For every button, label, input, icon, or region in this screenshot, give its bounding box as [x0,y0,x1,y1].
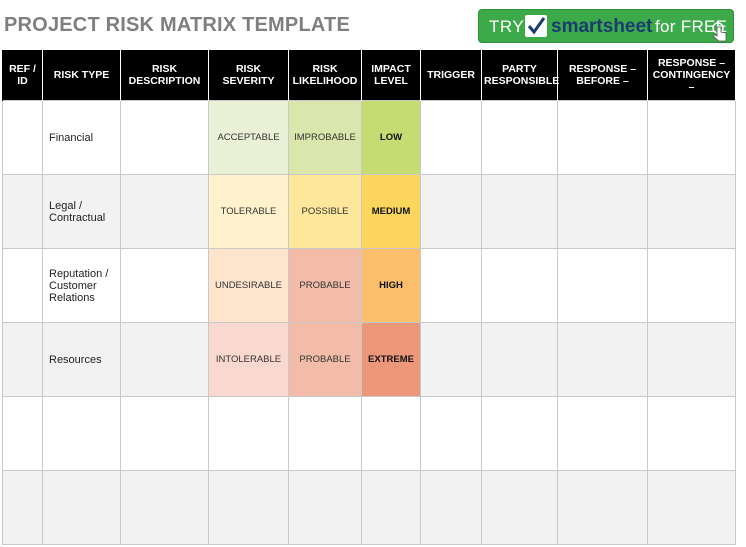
risk-severity-cell[interactable] [208,396,289,471]
party-responsible-cell[interactable] [481,248,558,323]
response-before-cell[interactable] [557,100,648,175]
page-title: PROJECT RISK MATRIX TEMPLATE [4,14,350,36]
party-responsible-cell[interactable] [481,100,558,175]
risk-type-cell[interactable]: Financial [42,100,121,175]
header-risk-type: RISK TYPE [42,50,121,101]
try-smartsheet-button[interactable]: TRY smartsheet for FREE [478,9,734,43]
header-response-before: RESPONSE – BEFORE – [557,50,648,101]
risk-type-cell[interactable]: Legal / Contractual [42,174,121,249]
header-party-responsible: PARTY RESPONSIBLE [481,50,559,101]
response-contingency-cell[interactable] [647,322,736,397]
table-row: Reputation / Customer Relations UNDESIRA… [2,248,736,323]
risk-likelihood-cell[interactable] [288,396,362,471]
risk-type-cell[interactable]: Resources [42,322,121,397]
trigger-cell[interactable] [420,174,482,249]
risk-type-cell[interactable] [42,470,121,545]
response-contingency-cell[interactable] [647,248,736,323]
table-row: Resources INTOLERABLE PROBABLE EXTREME [2,322,736,397]
party-responsible-cell[interactable] [481,174,558,249]
response-before-cell[interactable] [557,470,648,545]
trigger-cell[interactable] [420,248,482,323]
party-responsible-cell[interactable] [481,470,558,545]
ref-id-cell[interactable] [2,100,43,175]
risk-type-cell[interactable]: Reputation / Customer Relations [42,248,121,323]
response-contingency-cell[interactable] [647,396,736,471]
risk-description-cell[interactable] [120,322,209,397]
header-impact-level: IMPACT LEVEL [361,50,421,101]
header-risk-likelihood: RISK LIKELIHOOD [288,50,362,101]
ref-id-cell[interactable] [2,470,43,545]
cta-try-label: TRY [489,17,525,36]
header-risk-severity: RISK SEVERITY [208,50,289,101]
risk-severity-cell[interactable]: UNDESIRABLE [208,248,289,323]
response-contingency-cell[interactable] [647,174,736,249]
response-before-cell[interactable] [557,396,648,471]
response-before-cell[interactable] [557,248,648,323]
impact-level-cell[interactable] [361,470,421,545]
cta-brand-label: smartsheet [551,16,653,37]
risk-type-cell[interactable] [42,396,121,471]
header-ref-id: REF / ID [2,50,43,101]
risk-description-cell[interactable] [120,470,209,545]
table-row [2,396,736,471]
impact-level-cell[interactable]: MEDIUM [361,174,421,249]
trigger-cell[interactable] [420,396,482,471]
risk-description-cell[interactable] [120,396,209,471]
ref-id-cell[interactable] [2,248,43,323]
risk-severity-cell[interactable]: TOLERABLE [208,174,289,249]
risk-likelihood-cell[interactable]: PROBABLE [288,322,362,397]
impact-level-cell[interactable]: HIGH [361,248,421,323]
impact-level-cell[interactable]: EXTREME [361,322,421,397]
table-row: Financial ACCEPTABLE IMPROBABLE LOW [2,100,736,175]
header-trigger: TRIGGER [420,50,482,101]
table-row: Legal / Contractual TOLERABLE POSSIBLE M… [2,174,736,249]
response-before-cell[interactable] [557,174,648,249]
ref-id-cell[interactable] [2,396,43,471]
risk-description-cell[interactable] [120,174,209,249]
header-response-contingency: RESPONSE – CONTINGENCY – [647,50,736,101]
cta-free-label: for FREE [655,17,728,36]
impact-level-cell[interactable] [361,396,421,471]
risk-description-cell[interactable] [120,248,209,323]
party-responsible-cell[interactable] [481,396,558,471]
risk-severity-cell[interactable]: INTOLERABLE [208,322,289,397]
header-risk-description: RISK DESCRIPTION [120,50,209,101]
response-contingency-cell[interactable] [647,100,736,175]
risk-likelihood-cell[interactable] [288,470,362,545]
pointer-hand-icon [711,22,729,42]
response-before-cell[interactable] [557,322,648,397]
impact-level-cell[interactable]: LOW [361,100,421,175]
risk-likelihood-cell[interactable]: IMPROBABLE [288,100,362,175]
risk-severity-cell[interactable] [208,470,289,545]
response-contingency-cell[interactable] [647,470,736,545]
trigger-cell[interactable] [420,322,482,397]
ref-id-cell[interactable] [2,174,43,249]
risk-severity-cell[interactable]: ACCEPTABLE [208,100,289,175]
risk-likelihood-cell[interactable]: PROBABLE [288,248,362,323]
risk-description-cell[interactable] [120,100,209,175]
smartsheet-check-icon [525,15,547,37]
risk-likelihood-cell[interactable]: POSSIBLE [288,174,362,249]
party-responsible-cell[interactable] [481,322,558,397]
table-row [2,470,736,545]
trigger-cell[interactable] [420,470,482,545]
ref-id-cell[interactable] [2,322,43,397]
trigger-cell[interactable] [420,100,482,175]
risk-matrix-table: REF / ID RISK TYPE RISK DESCRIPTION RISK… [2,50,736,545]
header-row: REF / ID RISK TYPE RISK DESCRIPTION RISK… [2,50,736,101]
